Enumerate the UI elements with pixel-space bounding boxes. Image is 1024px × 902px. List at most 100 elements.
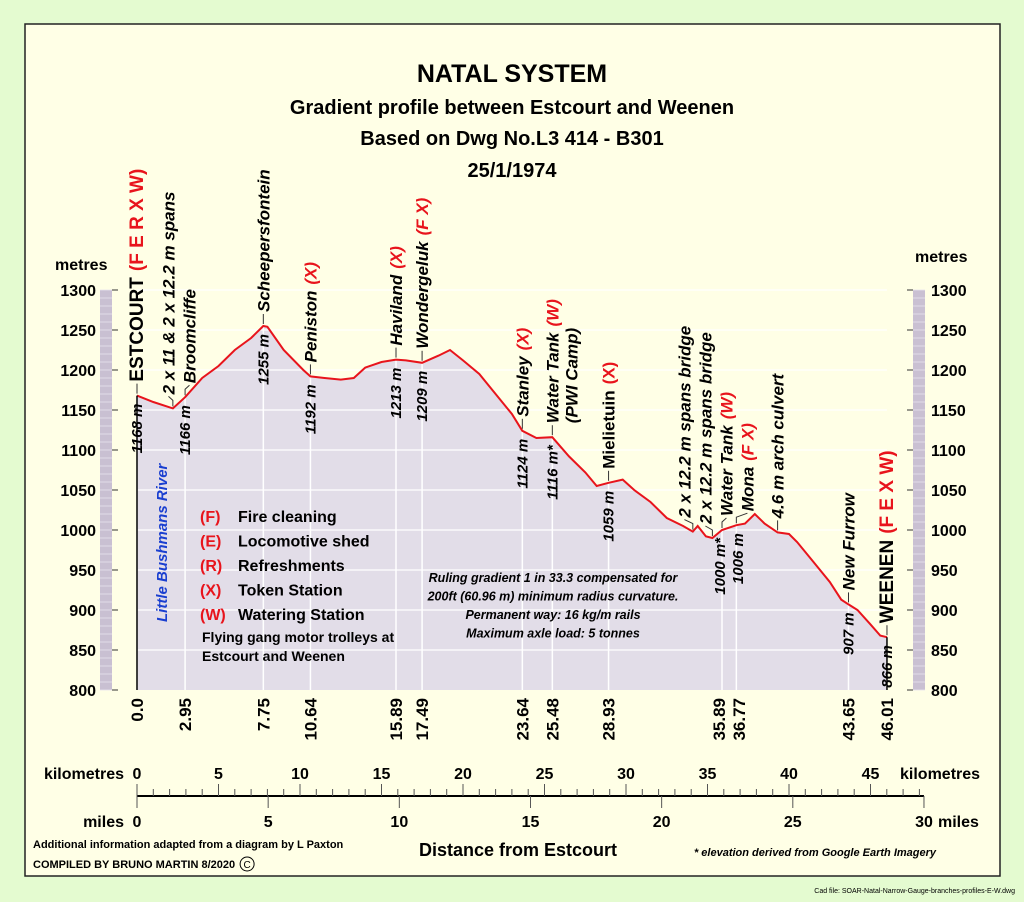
legend-text: Watering Station (238, 607, 365, 624)
station-name-text: 2 x 12.2 m spans bridge (696, 332, 715, 525)
station-code: (F X) (413, 197, 432, 235)
station-name-text: Water Tank (543, 331, 562, 423)
copyright-letter: C (243, 860, 250, 871)
km-tick-label: 40 (780, 766, 798, 783)
note-line: 200ft (60.96 m) minimum radius curvature… (427, 590, 679, 604)
miles-axis-label: miles (83, 814, 124, 831)
mile-tick-label: 25 (784, 814, 802, 831)
station-name: Mona (F X) (738, 423, 757, 511)
station-name-text: Stanley (513, 355, 532, 417)
station-tick (684, 519, 694, 530)
legend-code: (W) (200, 607, 226, 624)
station-elevation: 907 m (840, 612, 857, 655)
station-elevation: 1168 m (129, 404, 146, 454)
station-km: 46.01 (878, 698, 897, 741)
station-name-text: 2 x 12.2 m spans bridge (675, 326, 694, 519)
y-tick-label: 950 (931, 563, 958, 580)
station-name: Wondergeluk (F X) (413, 197, 432, 348)
station-tick (735, 512, 748, 524)
station-km: 23.64 (513, 697, 532, 740)
km-tick-label: 30 (617, 766, 635, 783)
station-name: Haviland (X) (387, 246, 406, 346)
note-line: Maximum axle load: 5 tonnes (466, 627, 640, 641)
cad-file: Cad file: SOAR-Natal-Narrow-Gauge-branch… (814, 888, 1015, 895)
subtitle-date: 25/1/1974 (468, 160, 558, 182)
station-code: (F E R X W) (127, 169, 148, 271)
station-name: New Furrow (839, 491, 858, 590)
station-name-text: Water Tank (717, 424, 736, 516)
station-elevation: 1192 m (302, 384, 319, 434)
km-axis-label: kilometres (900, 766, 980, 783)
legend-code: (F) (200, 509, 220, 526)
station-tick (721, 517, 727, 528)
legend-text: Locomotive shed (238, 534, 370, 551)
mile-tick-label: 30 (915, 814, 933, 831)
station-name-text: Mona (738, 467, 757, 511)
station-name-text: Peniston (301, 291, 320, 363)
miles-axis-label: miles (938, 814, 979, 831)
compiled-by: COMPILED BY BRUNO MARTIN 8/2020 (33, 859, 235, 871)
km-tick-label: 20 (454, 766, 472, 783)
km-tick-label: 5 (214, 766, 223, 783)
x-axis-title: Distance from Estcourt (419, 840, 617, 860)
station-km: 17.49 (413, 698, 432, 741)
station-name-text: WEENEN (877, 540, 898, 623)
station-code: (F E X W) (877, 450, 898, 533)
y-tick-label: 950 (69, 563, 96, 580)
subtitle: Gradient profile between Estcourt and We… (290, 97, 734, 119)
y-tick-label: 1150 (61, 403, 96, 420)
legend-code: (R) (200, 558, 222, 575)
legend-text: Fire cleaning (238, 509, 337, 526)
station-elevation: 1116 m* (544, 444, 561, 500)
station-km: 0.0 (128, 698, 147, 722)
profile-line (136, 324, 888, 639)
station-elevation: 1059 m (601, 491, 618, 542)
station-name: ESTCOURT (F E R X W) (127, 169, 148, 382)
station-name-text: Scheepersfontein (254, 169, 273, 312)
source-note: Additional information adapted from a di… (33, 839, 344, 851)
station-km: 10.64 (301, 697, 320, 740)
station-name: Peniston (X) (301, 262, 320, 363)
station-elevation: 1213 m (388, 368, 405, 419)
footnote: * elevation derived from Google Earth Im… (694, 847, 937, 859)
legend-code: (X) (200, 583, 221, 600)
station-elevation: 1000 m* (712, 537, 729, 595)
station-name: Water Tank (W) (717, 392, 736, 516)
mile-tick-label: 10 (390, 814, 408, 831)
mile-tick-label: 5 (264, 814, 273, 831)
station-name-text: ESTCOURT (127, 277, 148, 382)
legend-note: Flying gang motor trolleys at (202, 629, 394, 645)
plot-area: 8008509009501000105011001150120012501300… (44, 169, 980, 831)
km-tick-label: 15 (373, 766, 391, 783)
station-name: Scheepersfontein (254, 169, 273, 312)
station-km: 15.89 (387, 698, 406, 741)
station-elevation: 1124 m (514, 439, 531, 489)
km-axis-label: kilometres (44, 766, 124, 783)
station-name: Broomcliffe (180, 289, 199, 383)
station-km: 7.75 (254, 698, 273, 731)
y-tick-label: 1300 (60, 283, 96, 300)
y-tick-label: 1250 (931, 323, 967, 340)
station-name: Water Tank (W) (543, 299, 562, 423)
station-km: 36.77 (730, 698, 749, 741)
legend-code: (E) (200, 534, 221, 551)
station-km: 28.93 (600, 698, 619, 741)
km-tick-label: 10 (291, 766, 309, 783)
mile-tick-label: 0 (133, 814, 142, 831)
y-tick-label: 1100 (931, 443, 966, 460)
station-code: (X) (513, 327, 532, 350)
station-tick (168, 396, 174, 407)
title: NATAL SYSTEM (417, 60, 607, 88)
y-tick-label: 1300 (931, 283, 967, 300)
note-line: Permanent way: 16 kg/m rails (465, 608, 640, 622)
station-name: 4.6 m arch culvert (769, 372, 788, 519)
km-tick-label: 25 (536, 766, 554, 783)
station-elevation: 1209 m (414, 371, 431, 422)
station-code: (X) (387, 246, 406, 269)
legend-note: Estcourt and Weenen (202, 648, 345, 664)
y-tick-label: 800 (931, 683, 958, 700)
station-name-text: Broomcliffe (180, 289, 199, 383)
subtitle-drawing: Based on Dwg No.L3 414 - B301 (360, 128, 663, 150)
station-name-text: Mielietuin (600, 390, 619, 468)
y-tick-label: 1050 (931, 483, 967, 500)
